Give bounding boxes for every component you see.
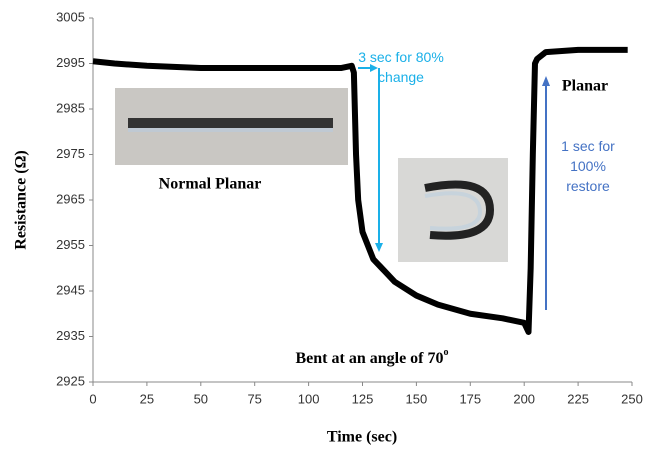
annotation: 1 sec for 100% restore [561, 138, 615, 194]
x-tick-label: 225 [567, 391, 589, 406]
x-axis-label: Time (sec) [327, 429, 397, 446]
change-arrow [358, 64, 383, 252]
annotation-line: 3 sec for 80% [358, 49, 444, 65]
y-tick-label: 2925 [56, 373, 85, 388]
y-tick-label: 3005 [56, 9, 85, 24]
x-tick-label: 100 [298, 391, 320, 406]
y-tick-label: 2985 [56, 100, 85, 115]
x-tick-label: 150 [406, 391, 428, 406]
y-axis-label: Resistance (Ω) [13, 150, 30, 249]
annotation: Bent at an angle of 70o [296, 347, 449, 366]
y-tick-label: 2945 [56, 282, 85, 297]
annotation: Normal Planar [159, 176, 262, 193]
x-tick-label: 175 [459, 391, 481, 406]
annotation-line: 1 sec for [561, 138, 615, 154]
annotation-line: 100% [570, 158, 606, 174]
x-tick-label: 75 [247, 391, 261, 406]
x-tick-label: 25 [140, 391, 154, 406]
planar-photo [115, 88, 348, 165]
y-tick-label: 2995 [56, 55, 85, 70]
annotation: Planar [562, 78, 608, 95]
bent-photo [398, 158, 508, 262]
x-tick-label: 0 [89, 391, 96, 406]
annotation-line: restore [566, 178, 610, 194]
y-tick-label: 2935 [56, 328, 85, 343]
x-tick-label: 200 [513, 391, 535, 406]
y-tick-label: 2975 [56, 146, 85, 161]
annotation: 3 sec for 80% change [358, 49, 444, 85]
x-tick-label: 250 [621, 391, 643, 406]
x-tick-label: 50 [194, 391, 208, 406]
annotation-line: change [378, 69, 424, 85]
restore-arrow [542, 76, 550, 310]
y-tick-label: 2955 [56, 237, 85, 252]
data-line [92, 46, 628, 335]
y-tick-label: 2965 [56, 191, 85, 206]
x-tick-label: 125 [352, 391, 374, 406]
